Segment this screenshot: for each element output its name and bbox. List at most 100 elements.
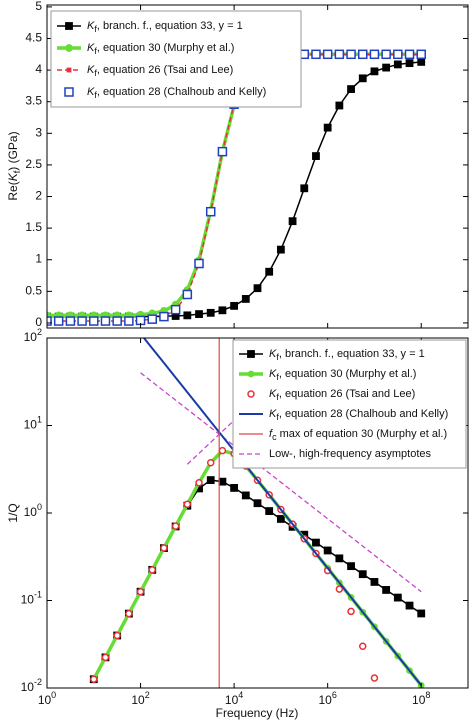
marker xyxy=(247,370,255,378)
x-axis-label: Frequency (Hz) xyxy=(216,706,299,720)
legend-label: Kf, equation 26 (Tsai and Lee) xyxy=(87,64,233,78)
marker xyxy=(66,67,72,73)
asymptote-line xyxy=(140,372,422,593)
marker xyxy=(323,123,332,132)
marker xyxy=(47,316,52,326)
series-line xyxy=(142,338,423,687)
marker xyxy=(148,566,156,574)
legend: Kf, branch. f., equation 33, y = 1 Kf, eq… xyxy=(50,10,302,108)
marker xyxy=(194,258,204,269)
marker xyxy=(101,653,110,662)
marker xyxy=(195,478,203,487)
marker xyxy=(90,675,98,683)
marker xyxy=(136,587,145,596)
x-tick-label: 100 xyxy=(38,690,56,707)
marker xyxy=(217,146,228,157)
marker xyxy=(276,515,285,523)
x-tick-label: 108 xyxy=(412,690,430,707)
legend-label: Kf, branch. f., equation 33, y = 1 xyxy=(269,348,425,362)
y-tick-label: 2.5 xyxy=(25,157,42,171)
marker xyxy=(417,609,426,618)
y-tick-label: 101 xyxy=(24,415,42,432)
marker xyxy=(195,310,203,318)
marker xyxy=(357,49,368,60)
marker xyxy=(147,314,157,324)
marker xyxy=(241,295,250,303)
marker xyxy=(77,316,87,326)
x-tick-label: 106 xyxy=(318,690,336,707)
marker xyxy=(393,49,403,60)
marker xyxy=(300,184,309,193)
marker xyxy=(370,674,379,682)
marker xyxy=(393,60,402,69)
y-tick-label: 1 xyxy=(35,252,42,266)
y-tick-label: 10-2 xyxy=(21,677,42,694)
y-tick-label: 4 xyxy=(35,62,42,76)
marker xyxy=(335,585,344,593)
marker xyxy=(347,562,355,571)
marker xyxy=(182,289,193,300)
plot-frame xyxy=(46,4,469,329)
y-tick-label: 2 xyxy=(35,189,42,203)
marker xyxy=(276,245,285,254)
marker xyxy=(265,267,274,276)
x-tick-label: 102 xyxy=(131,690,149,707)
marker xyxy=(218,477,227,486)
marker xyxy=(369,49,380,60)
marker xyxy=(358,570,367,579)
marker xyxy=(53,316,64,326)
y-tick-label: 4.5 xyxy=(25,31,42,45)
legend-box xyxy=(50,10,302,108)
marker xyxy=(253,499,262,508)
x-tick-label: 104 xyxy=(225,690,243,707)
marker xyxy=(335,554,344,563)
marker xyxy=(335,101,344,110)
marker xyxy=(417,57,426,66)
plot-frame xyxy=(46,337,469,689)
marker xyxy=(160,544,168,552)
marker xyxy=(65,22,73,30)
marker xyxy=(247,350,255,358)
marker xyxy=(206,459,215,467)
marker xyxy=(382,63,391,72)
y-tick-label: 3 xyxy=(35,125,42,139)
marker xyxy=(171,522,180,530)
marker xyxy=(288,217,297,226)
marker xyxy=(218,306,227,315)
legend-label: Kf, branch. f., equation 33, y = 1 xyxy=(87,20,243,34)
marker xyxy=(265,507,274,515)
marker xyxy=(206,476,215,484)
marker xyxy=(358,74,367,83)
marker xyxy=(405,601,414,610)
legend-label: Kf, equation 28 (Chalhoub and Kelly) xyxy=(87,86,266,100)
marker xyxy=(230,301,239,310)
y-tick-label: 100 xyxy=(24,502,42,519)
marker xyxy=(381,49,391,60)
legend-label: fc max of equation 30 (Murphy et al.) xyxy=(269,428,447,442)
marker xyxy=(183,311,192,320)
marker xyxy=(89,316,99,326)
y-tick-label: 0.5 xyxy=(25,284,42,298)
marker xyxy=(347,607,355,616)
marker xyxy=(125,609,133,618)
marker xyxy=(230,483,239,492)
marker xyxy=(65,44,73,52)
marker xyxy=(358,642,367,651)
y-axis-label: 1/Q xyxy=(6,503,20,522)
marker xyxy=(183,500,192,509)
marker xyxy=(416,49,426,60)
marker xyxy=(346,49,356,60)
legend-label: Kf, equation 28 (Chalhoub and Kelly) xyxy=(269,408,448,422)
marker xyxy=(247,390,255,398)
marker xyxy=(241,491,250,500)
legend-box xyxy=(232,339,467,469)
marker xyxy=(347,85,355,93)
legend: Kf, branch. f., equation 33, y = 1 Kf, eq… xyxy=(232,339,467,469)
y-tick-label: 1.5 xyxy=(25,220,42,234)
marker xyxy=(253,284,262,293)
marker xyxy=(159,311,169,322)
y-tick-label: 0 xyxy=(35,315,42,329)
marker xyxy=(370,578,379,586)
marker xyxy=(405,59,414,68)
